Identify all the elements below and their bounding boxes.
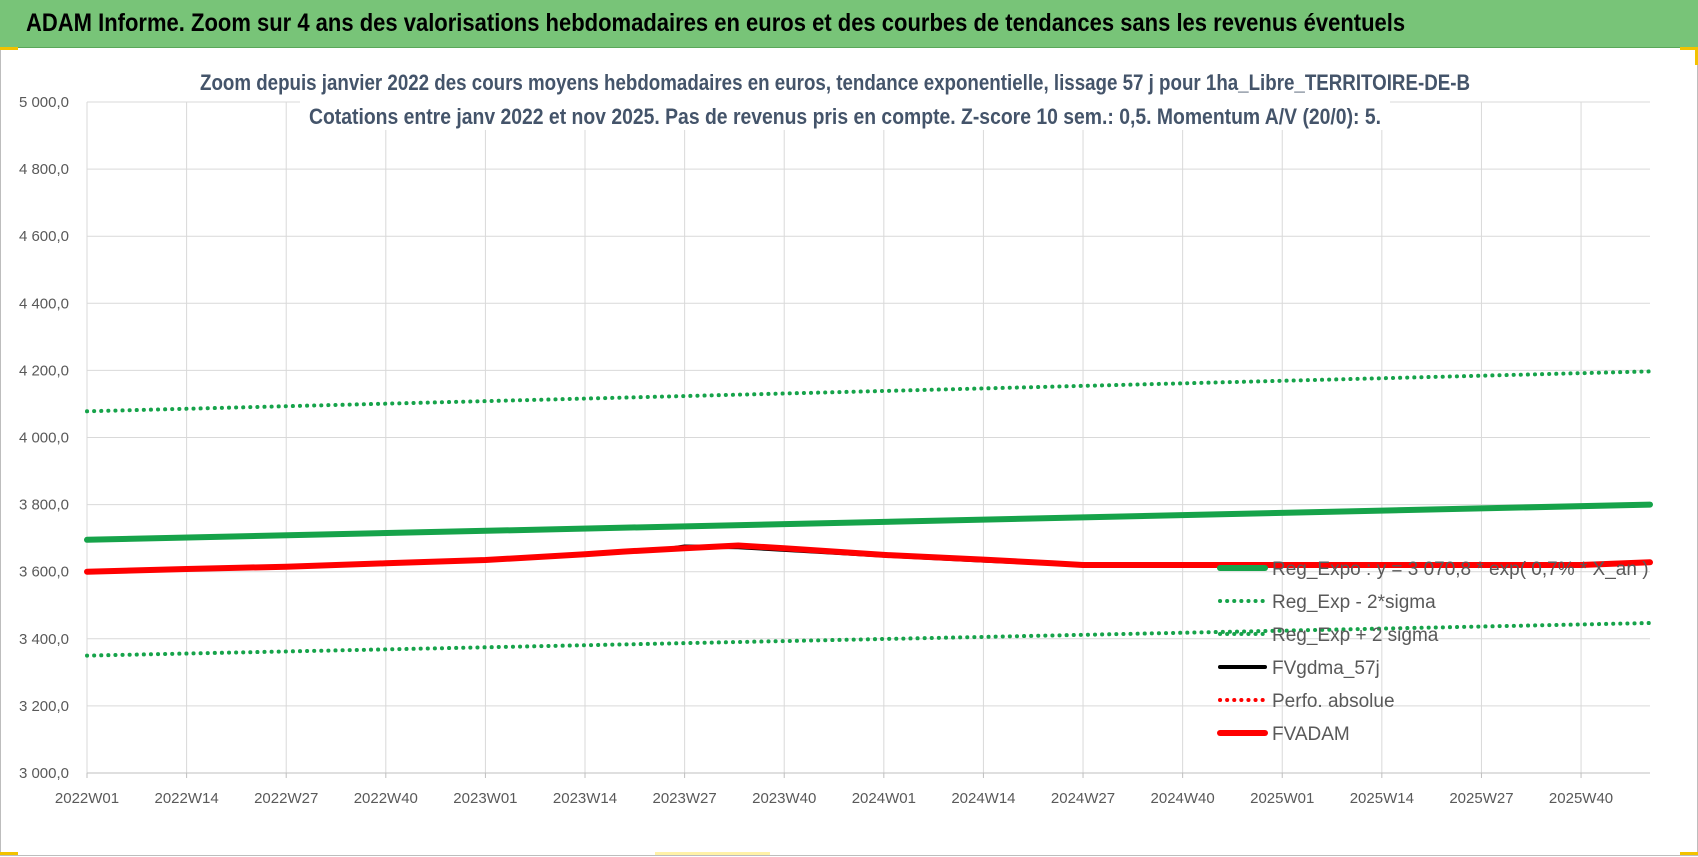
- x-tick-label: 2023W01: [453, 790, 517, 807]
- x-tick-label: 2025W14: [1350, 790, 1414, 807]
- legend: Reg_Expo : y = 3 070,8 * exp( 0,7% * X_a…: [1217, 559, 1649, 745]
- y-tick-label: 3 000,0: [19, 765, 69, 782]
- legend-label-3: FVgdma_57j: [1272, 658, 1380, 679]
- banner-title: ADAM Informe. Zoom sur 4 ans des valoris…: [26, 9, 1406, 37]
- legend-label-1: Reg_Exp - 2*sigma: [1272, 592, 1436, 613]
- corner-marker-bottom-center: [655, 852, 770, 855]
- title-line1-bg: [205, 66, 1485, 96]
- x-tick-label: 2023W27: [653, 790, 717, 807]
- grid-layer: [86, 101, 1650, 774]
- chart-title-line1: Zoom depuis janvier 2022 des cours moyen…: [200, 70, 1470, 95]
- corner-marker-bottom-left: [0, 852, 18, 855]
- y-tick-label: 3 400,0: [19, 631, 69, 648]
- x-tick-label: 2024W27: [1051, 790, 1115, 807]
- x-tick-label: 2025W01: [1250, 790, 1314, 807]
- x-tick-label: 2022W01: [55, 790, 119, 807]
- title-line2-bg: [300, 100, 1390, 130]
- x-tick-label: 2022W14: [154, 790, 218, 807]
- y-tick-label: 4 600,0: [19, 228, 69, 245]
- x-tick-label: 2025W40: [1549, 790, 1613, 807]
- series-line-0: [84, 501, 1653, 543]
- series-line-5: [84, 542, 1653, 575]
- y-tick-label: 3 600,0: [19, 564, 69, 581]
- x-tick-label: 2024W40: [1151, 790, 1215, 807]
- series-line-1: [85, 621, 1652, 658]
- title-banner: ADAM Informe. Zoom sur 4 ans des valoris…: [0, 0, 1698, 48]
- x-tick-label: 2024W01: [852, 790, 916, 807]
- legend-label-5: FVADAM: [1272, 724, 1350, 745]
- x-tick-label: 2022W27: [254, 790, 318, 807]
- corner-marker-bottom-right: [1680, 852, 1698, 855]
- y-tick-label: 5 000,0: [19, 94, 69, 111]
- legend-label-4: Perfo. absolue: [1272, 691, 1395, 712]
- x-axis: 2022W01 2022W14 2022W27 2022W40 2023W01 2023W…: [55, 772, 1650, 807]
- y-tick-label: 4 400,0: [19, 295, 69, 312]
- corner-marker-top-right: [1680, 47, 1698, 50]
- series-layer: [84, 369, 1653, 658]
- corner-marker-top-left: [0, 47, 18, 50]
- x-tick-label: 2022W40: [354, 790, 418, 807]
- y-tick-label: 4 800,0: [19, 161, 69, 178]
- legend-label-2: Reg_Exp + 2 sigma: [1272, 625, 1439, 646]
- x-tick-label: 2023W40: [752, 790, 816, 807]
- chart-title-line2: Cotations entre janv 2022 et nov 2025. P…: [309, 104, 1381, 129]
- y-tick-label: 3 200,0: [19, 698, 69, 715]
- y-tick-label: 4 200,0: [19, 362, 69, 379]
- y-axis: 3 000,0 3 200,0 3 400,0 3 600,0 3 800,0 4 000…: [19, 94, 69, 782]
- series-line-2: [85, 369, 1652, 414]
- x-tick-label: 2024W14: [951, 790, 1015, 807]
- legend-label-0: Reg_Expo : y = 3 070,8 * exp( 0,7% * X_a…: [1272, 559, 1649, 580]
- chart-title: Zoom depuis janvier 2022 des cours moyen…: [200, 66, 1485, 130]
- x-tick-label: 2025W27: [1449, 790, 1513, 807]
- x-tick-label: 2023W14: [553, 790, 617, 807]
- y-tick-label: 3 800,0: [19, 497, 69, 514]
- y-tick-label: 4 000,0: [19, 430, 69, 447]
- corner-marker-right-edge: [1695, 47, 1698, 65]
